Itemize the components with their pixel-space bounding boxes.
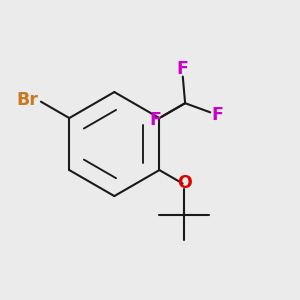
Text: O: O (177, 174, 191, 192)
Text: F: F (211, 106, 223, 124)
Text: F: F (176, 60, 188, 78)
Text: Br: Br (17, 91, 39, 109)
Text: F: F (150, 111, 161, 129)
